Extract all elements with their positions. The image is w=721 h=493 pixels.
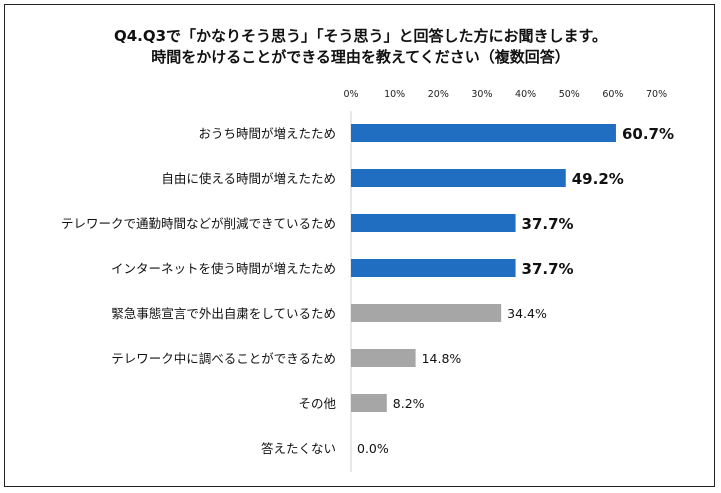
x-tick-label: 30% [471, 89, 492, 100]
bar [351, 169, 566, 187]
category-label: その他 [298, 396, 336, 411]
x-tick-label: 60% [602, 89, 623, 100]
data-label: 8.2% [393, 396, 425, 411]
bar [351, 214, 516, 232]
chart-title-line2: 時間をかけることができる理由を教えてください（複数回答） [151, 48, 570, 66]
chart-title-line1: Q4.Q3で「かなりそう思う」「そう思う」と回答した方にお聞きします。 [113, 27, 608, 45]
bar [351, 304, 502, 322]
bar [351, 124, 616, 142]
category-label: おうち時間が増えたため [198, 126, 336, 141]
data-label: 0.0% [357, 441, 389, 456]
x-tick-label: 20% [428, 89, 449, 100]
x-tick-label: 70% [646, 89, 667, 100]
bar [351, 259, 516, 277]
category-label: 自由に使える時間が増えたため [161, 171, 336, 186]
category-label: インターネットを使う時間が増えたため [111, 261, 336, 276]
data-label: 37.7% [522, 260, 574, 278]
category-label: テレワーク中に調べることができるため [111, 351, 336, 366]
x-tick-label: 0% [343, 89, 358, 100]
category-label: テレワークで通勤時間などが削減できているため [61, 216, 336, 231]
data-label: 37.7% [522, 215, 574, 233]
data-label: 49.2% [572, 170, 624, 188]
data-label: 34.4% [507, 306, 547, 321]
category-label: 緊急事態宣言で外出自粛をしているため [111, 306, 336, 321]
x-tick-label: 50% [559, 89, 580, 100]
x-tick-label: 40% [515, 89, 536, 100]
data-label: 60.7% [622, 125, 674, 143]
x-tick-label: 10% [384, 89, 405, 100]
data-label: 14.8% [422, 351, 462, 366]
bar [351, 394, 387, 412]
bar [351, 349, 416, 367]
category-label: 答えたくない [261, 441, 336, 456]
chart-title: Q4.Q3で「かなりそう思う」「そう思う」と回答した方にお聞きします。 時間をか… [0, 26, 721, 68]
